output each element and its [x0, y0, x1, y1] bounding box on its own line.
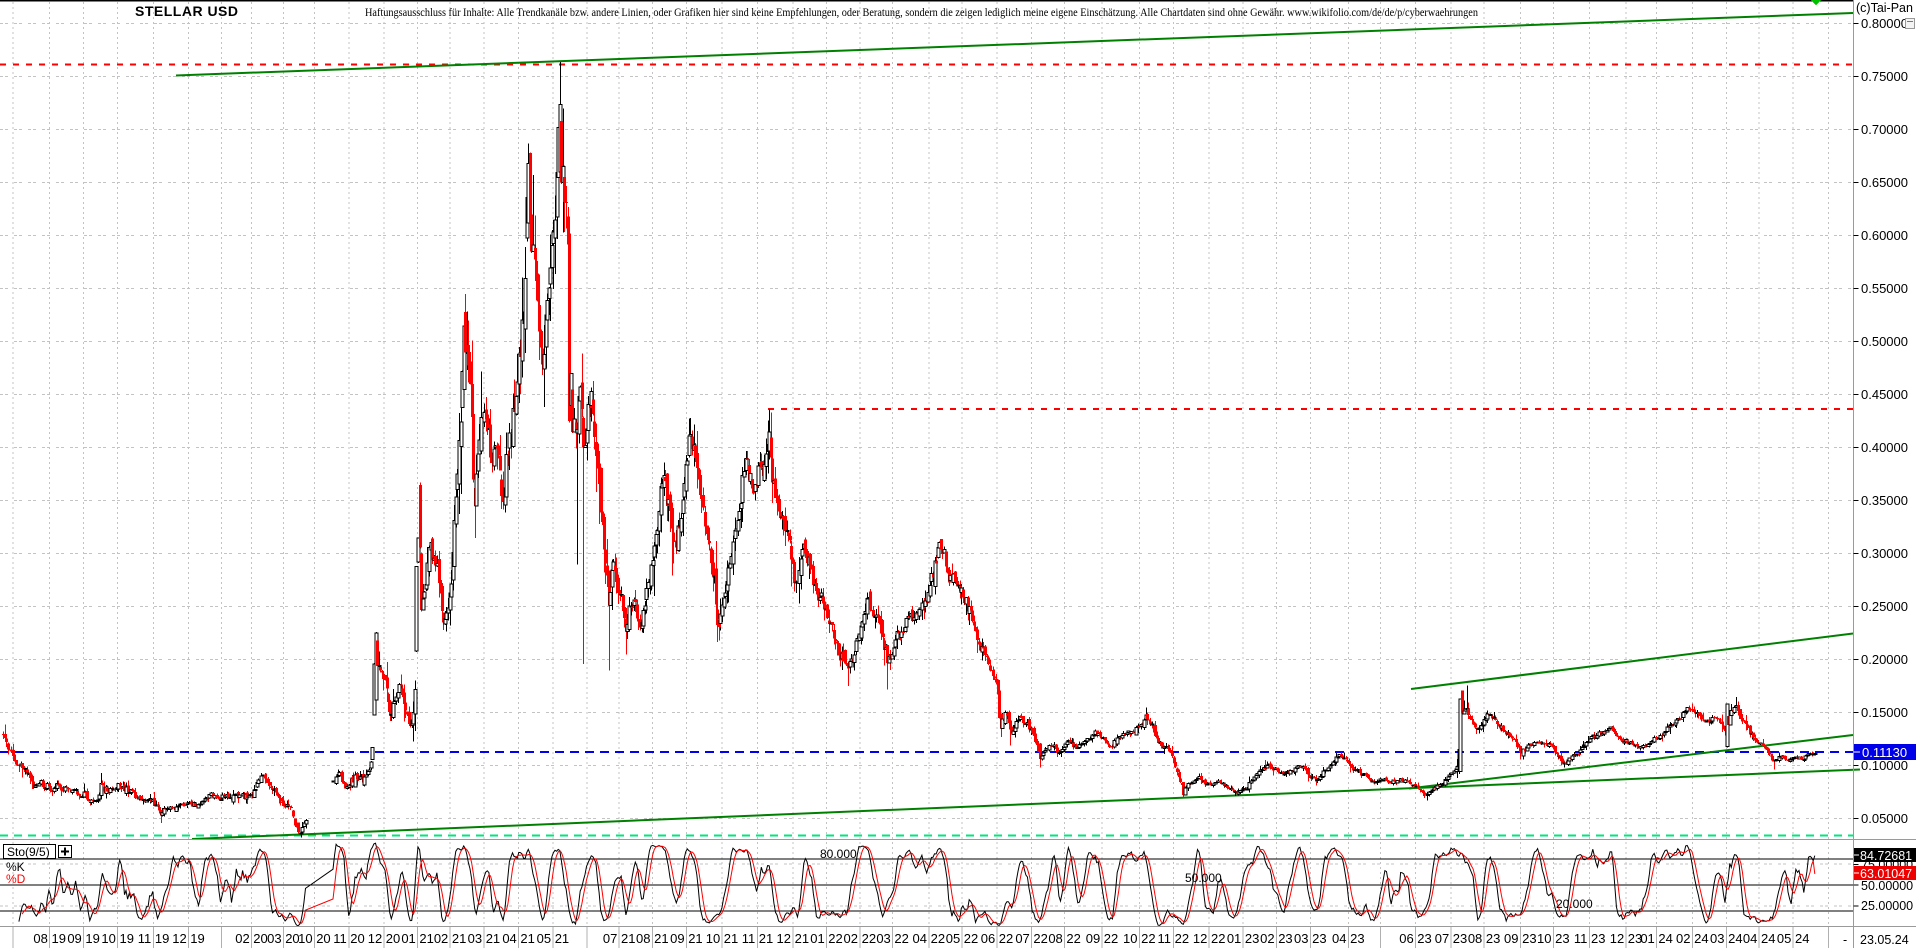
svg-text:0.10000: 0.10000 — [1861, 758, 1908, 773]
svg-text:84.72681: 84.72681 — [1860, 849, 1912, 863]
svg-text:12 20: 12 20 — [368, 931, 401, 946]
svg-text:05 24: 05 24 — [1777, 931, 1810, 946]
svg-text:0.25000: 0.25000 — [1861, 599, 1908, 614]
svg-text:(c)Tai-Pan: (c)Tai-Pan — [1856, 1, 1913, 15]
svg-text:12 23: 12 23 — [1610, 931, 1643, 946]
svg-text:07 22: 07 22 — [1015, 931, 1048, 946]
svg-text:03 22: 03 22 — [876, 931, 909, 946]
svg-text:80.000: 80.000 — [820, 847, 857, 861]
svg-text:02 23: 02 23 — [1260, 931, 1293, 946]
svg-text:09 21: 09 21 — [670, 931, 703, 946]
svg-text:04 23: 04 23 — [1332, 931, 1365, 946]
svg-text:%D: %D — [6, 872, 26, 886]
svg-text:02 21: 02 21 — [434, 931, 467, 946]
svg-text:02 20: 02 20 — [235, 931, 268, 946]
svg-text:10 21: 10 21 — [706, 931, 739, 946]
svg-text:Haftungsausschluss für Inhalte: Haftungsausschluss für Inhalte: Alle Tre… — [365, 5, 1478, 19]
svg-text:09 22: 09 22 — [1086, 931, 1119, 946]
svg-text:10 20: 10 20 — [298, 931, 331, 946]
svg-text:11 19: 11 19 — [138, 931, 170, 946]
svg-text:01 21: 01 21 — [401, 931, 434, 946]
svg-text:02 22: 02 22 — [844, 931, 877, 946]
svg-text:0.20000: 0.20000 — [1861, 652, 1908, 667]
svg-text:0.75000: 0.75000 — [1861, 69, 1908, 84]
svg-text:07 21: 07 21 — [603, 931, 636, 946]
svg-text:50.00000: 50.00000 — [1861, 879, 1913, 893]
svg-text:25.00000: 25.00000 — [1861, 899, 1913, 913]
svg-text:08 21: 08 21 — [636, 931, 669, 946]
svg-text:04 21: 04 21 — [502, 931, 535, 946]
svg-text:08 22: 08 22 — [1048, 931, 1081, 946]
svg-text:0.60000: 0.60000 — [1861, 228, 1908, 243]
svg-text:01 22: 01 22 — [810, 931, 843, 946]
svg-text:0.70000: 0.70000 — [1861, 122, 1908, 137]
svg-text:04 24: 04 24 — [1743, 931, 1776, 946]
svg-text:01 24: 01 24 — [1640, 931, 1673, 946]
svg-text:0.45000: 0.45000 — [1861, 387, 1908, 402]
svg-text:12 19: 12 19 — [172, 931, 205, 946]
svg-text:02 24: 02 24 — [1676, 931, 1709, 946]
svg-text:05 22: 05 22 — [946, 931, 979, 946]
svg-text:08 19: 08 19 — [33, 931, 66, 946]
svg-text:0.05000: 0.05000 — [1861, 811, 1908, 826]
svg-text:09 19: 09 19 — [67, 931, 100, 946]
svg-text:07 23: 07 23 — [1435, 931, 1468, 946]
svg-text:-: - — [1843, 933, 1847, 947]
svg-text:23.05.24: 23.05.24 — [1860, 933, 1909, 947]
svg-text:Sto(9/5): Sto(9/5) — [7, 845, 50, 859]
svg-text:08 23: 08 23 — [1468, 931, 1501, 946]
svg-text:06 23: 06 23 — [1399, 931, 1432, 946]
svg-text:50.000: 50.000 — [1185, 871, 1222, 885]
svg-text:0.35000: 0.35000 — [1861, 493, 1908, 508]
svg-text:%K: %K — [6, 860, 25, 874]
svg-text:0.80000: 0.80000 — [1861, 16, 1908, 31]
svg-text:12 22: 12 22 — [1193, 931, 1226, 946]
svg-text:09 23: 09 23 — [1504, 931, 1537, 946]
svg-text:12 21: 12 21 — [777, 931, 810, 946]
svg-text:04 22: 04 22 — [913, 931, 946, 946]
svg-text:20.000: 20.000 — [1556, 897, 1593, 911]
svg-text:STELLAR USD: STELLAR USD — [135, 3, 239, 19]
svg-text:0.40000: 0.40000 — [1861, 440, 1908, 455]
svg-text:63.01047: 63.01047 — [1860, 867, 1912, 881]
svg-text:10 23: 10 23 — [1537, 931, 1570, 946]
svg-text:03 20: 03 20 — [267, 931, 300, 946]
svg-text:01 23: 01 23 — [1227, 931, 1260, 946]
svg-text:06 22: 06 22 — [981, 931, 1014, 946]
svg-text:0.55000: 0.55000 — [1861, 281, 1908, 296]
svg-text:0.65000: 0.65000 — [1861, 175, 1908, 190]
svg-text:11 23: 11 23 — [1574, 931, 1606, 946]
svg-text:11 22: 11 22 — [1158, 931, 1190, 946]
svg-text:0.15000: 0.15000 — [1861, 705, 1908, 720]
svg-text:03 23: 03 23 — [1294, 931, 1327, 946]
svg-text:05 21: 05 21 — [537, 931, 570, 946]
svg-text:11 21: 11 21 — [742, 931, 774, 946]
svg-text:11 20: 11 20 — [333, 931, 365, 946]
svg-text:0.50000: 0.50000 — [1861, 334, 1908, 349]
svg-text:0.11130: 0.11130 — [1862, 745, 1907, 760]
svg-text:10 19: 10 19 — [101, 931, 134, 946]
svg-text:03 21: 03 21 — [468, 931, 501, 946]
svg-text:0.30000: 0.30000 — [1861, 546, 1908, 561]
svg-text:10 22: 10 22 — [1123, 931, 1156, 946]
svg-text:03 24: 03 24 — [1710, 931, 1743, 946]
